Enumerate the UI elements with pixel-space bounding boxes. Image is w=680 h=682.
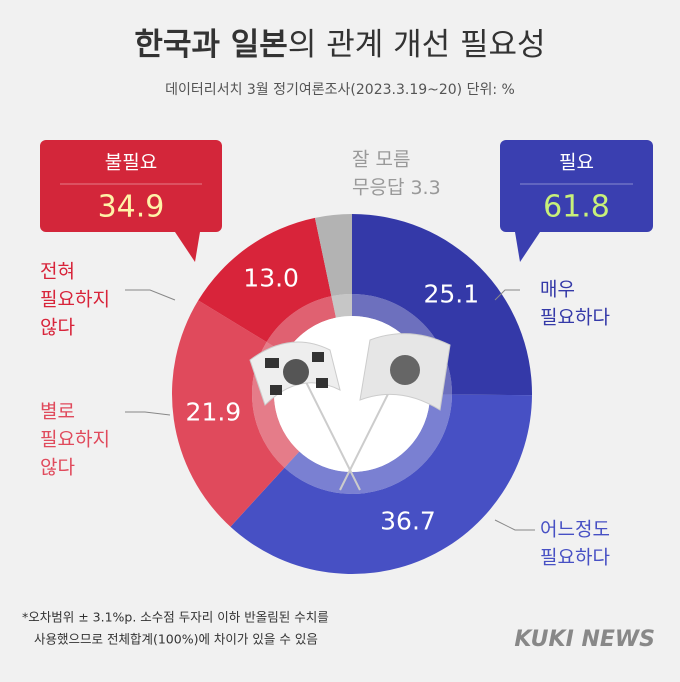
- value-label: 3.3: [410, 177, 440, 199]
- group-name: 불필요: [105, 152, 157, 174]
- category-label: 필요하지: [40, 289, 110, 311]
- taegeuk: [283, 359, 309, 385]
- donut: [171, 214, 532, 575]
- center-flags: [249, 333, 451, 491]
- hinomaru: [390, 355, 420, 385]
- trigram: [270, 385, 282, 395]
- note: *오차범위 ± 3.1%p. 소수점 두자리 이하 반올림된 수치를: [22, 610, 329, 625]
- trigram: [316, 378, 328, 388]
- subtitle: 데이터리서치 3월 정기여론조사(2023.3.19~20) 단위: %: [165, 82, 515, 98]
- trigram: [265, 358, 279, 368]
- leader-line: [125, 289, 176, 301]
- value-label: 25.1: [423, 279, 479, 308]
- category-label: 필요하다: [540, 307, 610, 329]
- slice: [352, 214, 532, 396]
- note: 사용했으므로 전체합계(100%)에 차이가 있을 수 있음: [34, 632, 318, 647]
- category-label: 않다: [40, 457, 75, 479]
- slice: [230, 394, 532, 575]
- title-rest: 의 관계 개선 필요성: [288, 27, 546, 63]
- category-label: 필요하다: [540, 547, 610, 569]
- leader-line: [494, 289, 520, 301]
- value-label: 21.9: [186, 398, 242, 427]
- category-label: 어느정도: [540, 519, 610, 541]
- category-label: 매우: [540, 279, 575, 301]
- category-label: 필요하지: [40, 429, 110, 451]
- slice-inner: [266, 296, 336, 354]
- category-label: 별로: [40, 401, 75, 423]
- category-label: 무응답 3.3: [352, 177, 441, 199]
- value-label: 13.0: [243, 264, 299, 293]
- title-bold: 한국과 일본: [134, 27, 287, 63]
- slice-inner: [284, 394, 452, 495]
- slice: [198, 217, 332, 343]
- chart-title: 한국과 일본의 관계 개선 필요성: [134, 27, 545, 63]
- labels: 25.136.721.913.0 매우필요하다어느정도필요하다별로필요하지않다전혀…: [40, 140, 653, 569]
- value-label: 36.7: [380, 506, 436, 535]
- callout-box: [40, 140, 222, 232]
- callout-pointer: [515, 232, 540, 262]
- leader-line: [494, 519, 535, 531]
- group-value: 34.9: [98, 190, 165, 225]
- leader-line: [125, 411, 171, 416]
- group-name: 필요: [559, 152, 594, 174]
- callout-pointer: [175, 232, 200, 262]
- callout-box: [500, 140, 653, 232]
- slice: [314, 214, 352, 297]
- category-label: 전혀: [40, 261, 75, 283]
- trigram: [312, 352, 324, 362]
- group-value: 61.8: [543, 190, 610, 225]
- category-label: 않다: [40, 317, 75, 339]
- source: KUKI NEWS: [514, 627, 655, 652]
- category-label: 잘 모름: [352, 149, 410, 171]
- slice-inner: [331, 294, 352, 318]
